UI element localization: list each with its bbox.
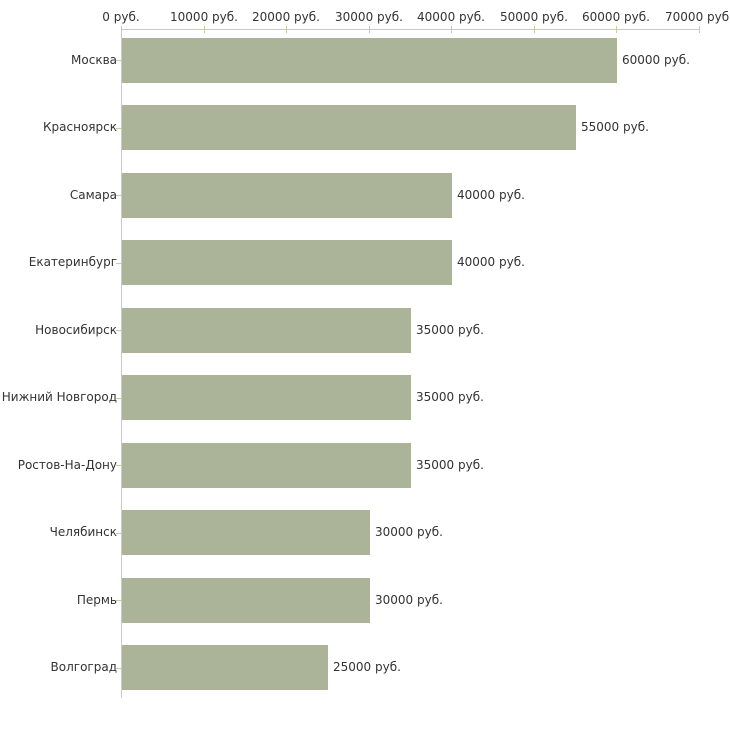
x-axis-tick bbox=[204, 26, 205, 33]
category-label: Москва bbox=[71, 53, 117, 67]
category-label: Екатеринбург bbox=[28, 255, 117, 269]
value-label: 55000 руб. bbox=[581, 120, 649, 134]
category-tick bbox=[116, 398, 121, 399]
category-label: Красноярск bbox=[43, 120, 117, 134]
category-tick bbox=[116, 195, 121, 196]
category-tick bbox=[116, 60, 121, 61]
x-axis-tick bbox=[534, 26, 535, 33]
category-tick bbox=[116, 263, 121, 264]
bar-8 bbox=[122, 510, 370, 555]
x-axis-tick bbox=[286, 26, 287, 33]
value-label: 30000 руб. bbox=[375, 593, 443, 607]
x-axis-tick bbox=[121, 26, 122, 33]
bar-1 bbox=[122, 38, 617, 83]
x-axis-tick bbox=[616, 26, 617, 33]
value-label: 35000 руб. bbox=[416, 458, 484, 472]
bar-6 bbox=[122, 375, 411, 420]
category-label: Волгоград bbox=[50, 660, 117, 674]
category-label: Самара bbox=[69, 188, 117, 202]
y-axis-line bbox=[121, 29, 122, 698]
x-axis-tick-label: 40000 руб. bbox=[417, 10, 485, 24]
x-axis-tick-label: 60000 руб. bbox=[582, 10, 650, 24]
x-axis-tick-label: 50000 руб. bbox=[500, 10, 568, 24]
category-tick bbox=[116, 533, 121, 534]
value-label: 60000 руб. bbox=[622, 53, 690, 67]
value-label: 40000 руб. bbox=[457, 188, 525, 202]
x-axis-tick-label: 20000 руб. bbox=[252, 10, 320, 24]
x-axis-tick bbox=[699, 26, 700, 33]
value-label: 25000 руб. bbox=[333, 660, 401, 674]
value-label: 40000 руб. bbox=[457, 255, 525, 269]
x-axis-tick-label: 30000 руб. bbox=[335, 10, 403, 24]
x-axis-tick-label: 70000 руб. bbox=[665, 10, 730, 24]
category-label: Ростов-На-Дону bbox=[17, 458, 117, 472]
x-axis-tick bbox=[369, 26, 370, 33]
x-axis-tick bbox=[451, 26, 452, 33]
category-label: Пермь bbox=[76, 593, 117, 607]
bar-9 bbox=[122, 578, 370, 623]
category-label: Новосибирск bbox=[35, 323, 117, 337]
x-axis-line bbox=[121, 29, 700, 30]
category-label: Нижний Новгород bbox=[1, 390, 117, 404]
value-label: 35000 руб. bbox=[416, 390, 484, 404]
bar-5 bbox=[122, 308, 411, 353]
value-label: 35000 руб. bbox=[416, 323, 484, 337]
category-label: Челябинск bbox=[49, 525, 117, 539]
category-tick bbox=[116, 330, 121, 331]
category-tick bbox=[116, 600, 121, 601]
bar-4 bbox=[122, 240, 452, 285]
category-tick bbox=[116, 128, 121, 129]
bar-3 bbox=[122, 173, 452, 218]
category-tick bbox=[116, 668, 121, 669]
bar-2 bbox=[122, 105, 576, 150]
bar-7 bbox=[122, 443, 411, 488]
value-label: 30000 руб. bbox=[375, 525, 443, 539]
x-axis-tick-label: 0 руб. bbox=[102, 10, 140, 24]
bar-10 bbox=[122, 645, 328, 690]
x-axis-tick-label: 10000 руб. bbox=[170, 10, 238, 24]
category-tick bbox=[116, 465, 121, 466]
